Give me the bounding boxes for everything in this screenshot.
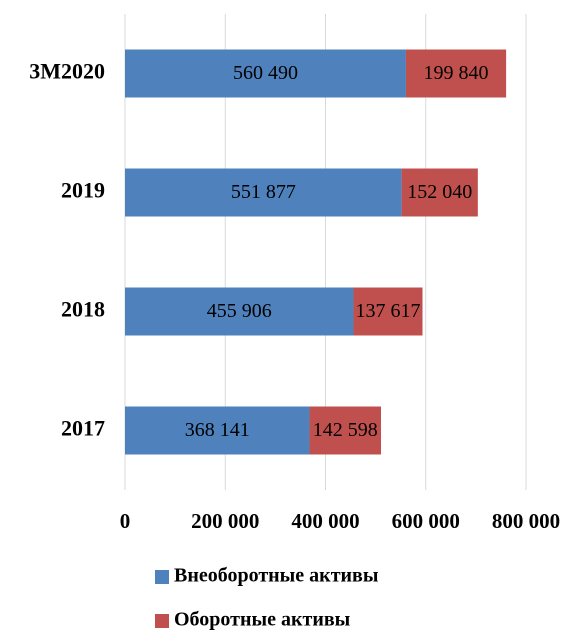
bar [353,287,423,336]
bar [125,168,402,217]
bar [401,168,478,217]
y-tick-label: 3M2020 [29,59,105,84]
x-tick-label: 600 000 [392,509,460,533]
bar [125,287,354,336]
value-label: 199 840 [424,62,489,84]
bar [405,49,507,98]
x-tick-label: 0 [120,509,131,533]
legend-swatch [155,614,169,628]
x-tick-label: 200 000 [191,509,259,533]
legend-swatch [155,570,169,584]
y-tick-label: 2018 [61,297,105,322]
bar [125,49,406,98]
y-tick-label: 2017 [61,416,105,441]
value-label: 455 906 [207,300,272,322]
value-label: 142 598 [313,419,378,441]
bar [309,406,382,455]
y-tick-label: 2019 [61,178,105,203]
value-label: 560 490 [233,62,298,84]
bar [125,406,310,455]
legend-label: Оборотные активы [174,609,351,631]
legend-label: Внеоборотные активы [174,565,379,587]
value-label: 137 617 [356,300,421,322]
value-label: 152 040 [407,181,472,203]
value-label: 551 877 [231,181,296,203]
x-tick-label: 400 000 [291,509,359,533]
x-tick-label: 800 000 [492,509,560,533]
value-label: 368 141 [185,419,250,441]
